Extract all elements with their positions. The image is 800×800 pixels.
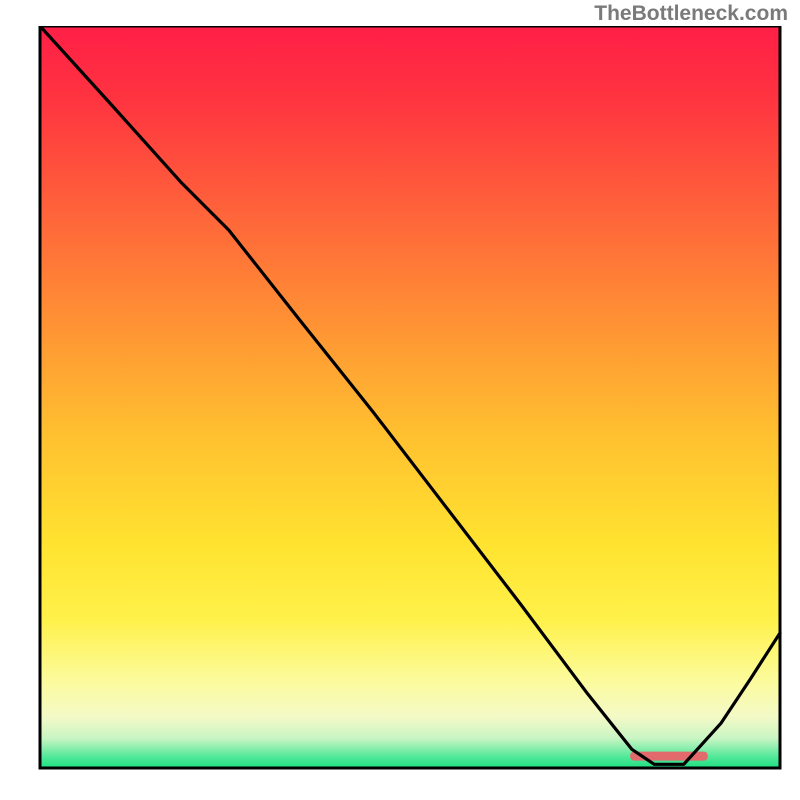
- plot-background: [40, 26, 780, 768]
- attribution-text: TheBottleneck.com: [0, 0, 800, 26]
- chart-svg: [0, 26, 800, 800]
- chart-container: [0, 26, 800, 800]
